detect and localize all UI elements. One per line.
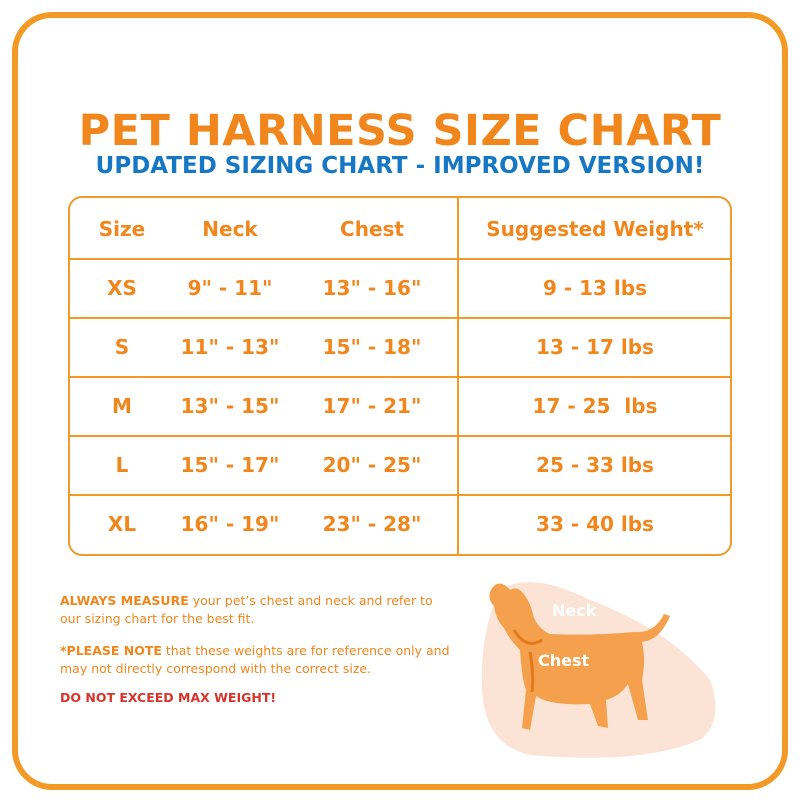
- neck-strap: [512, 629, 543, 645]
- table-cell: 13 - 17 lbs: [536, 334, 654, 359]
- table-cell: 25 - 33 lbs: [536, 452, 654, 477]
- note: ALWAYS MEASURE your pet’s chest and neck…: [60, 592, 450, 628]
- column-header: Suggested Weight*: [486, 217, 704, 241]
- column-header: Chest: [340, 217, 404, 241]
- note: *PLEASE NOTE that these weights are for …: [60, 642, 450, 678]
- note-lead: *PLEASE NOTE: [60, 643, 162, 658]
- table-cell: 15" - 17": [180, 452, 280, 477]
- table-cell: 13" - 15": [180, 393, 280, 418]
- note-text: that these weights are for reference onl…: [60, 643, 450, 676]
- row-divider: [70, 258, 730, 260]
- warning: DO NOT EXCEED MAX WEIGHT!: [60, 690, 277, 705]
- neck-label: Neck: [552, 601, 597, 620]
- table-cell: L: [115, 452, 129, 477]
- dog-diagram: Neck Chest: [481, 582, 716, 758]
- table-cell: S: [114, 334, 130, 359]
- frame: [12, 12, 788, 790]
- table-cell: 17 - 25 lbs: [532, 393, 658, 418]
- subtitle: UPDATED SIZING CHART - IMPROVED VERSION!: [95, 153, 705, 179]
- table-cell: 33 - 40 lbs: [536, 511, 654, 536]
- table-cell: M: [112, 393, 132, 418]
- title: PET HARNESS SIZE CHART: [78, 106, 722, 156]
- note-text: your pet’s chest and neck and refer to o…: [60, 593, 433, 626]
- note-lead: ALWAYS MEASURE: [60, 593, 189, 608]
- table-cell: 17" - 21": [322, 393, 422, 418]
- table-cell: XS: [107, 275, 137, 300]
- dog: [489, 583, 670, 730]
- table-cell: 16" - 19": [180, 511, 280, 536]
- table-cell: 9" - 11": [187, 275, 273, 300]
- table-cell: XL: [107, 511, 137, 536]
- row-divider: [70, 435, 730, 437]
- table-cell: 13" - 16": [322, 275, 422, 300]
- row-divider: [70, 376, 730, 378]
- chest-label: Chest: [538, 651, 590, 670]
- table-cell: 20" - 25": [322, 452, 422, 477]
- table-cell: 23" - 28": [322, 511, 422, 536]
- table-cell: 11" - 13": [180, 334, 280, 359]
- table-cell: 9 - 13 lbs: [542, 275, 648, 300]
- chest-strap: [528, 651, 535, 693]
- row-divider: [70, 317, 730, 319]
- size-table: [68, 196, 732, 556]
- table-cell: 15" - 18": [322, 334, 422, 359]
- row-divider: [70, 494, 730, 496]
- column-header: Size: [98, 217, 146, 241]
- column-header: Neck: [202, 217, 258, 241]
